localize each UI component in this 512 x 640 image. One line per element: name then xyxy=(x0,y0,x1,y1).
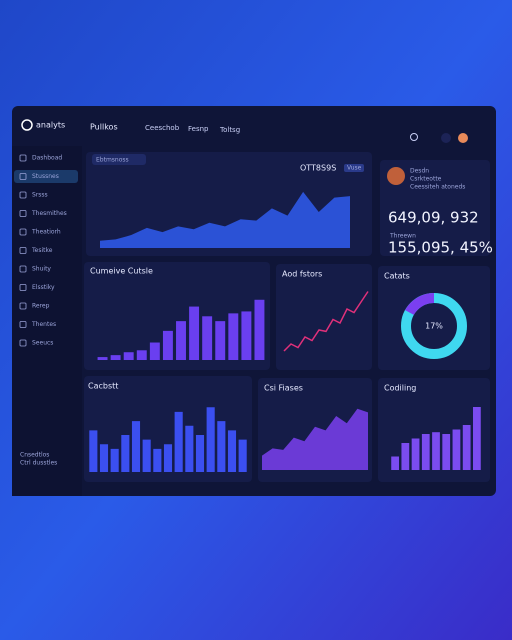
card-title: Aod fstors xyxy=(282,270,322,279)
nav-item[interactable]: Ceeschob xyxy=(145,124,180,132)
card xyxy=(276,264,372,370)
avatar[interactable] xyxy=(458,133,468,143)
donut-label: 17% xyxy=(425,322,443,331)
sidebar-icon[interactable] xyxy=(19,265,27,273)
sidebar-item[interactable]: Thentes xyxy=(31,321,56,328)
area xyxy=(262,408,368,470)
donut-segment xyxy=(405,293,435,316)
stat-label: Threewn xyxy=(389,233,416,240)
card-title: Cumeive Cutsle xyxy=(90,267,153,276)
sidebar-icon[interactable] xyxy=(19,284,27,291)
bar xyxy=(110,355,121,360)
bar xyxy=(238,439,247,472)
bar xyxy=(401,443,410,470)
profile-role: Csrkteotte xyxy=(410,176,442,183)
profile-name: Desdn xyxy=(410,168,429,175)
sidebar-icon[interactable] xyxy=(19,247,27,254)
bar xyxy=(206,407,215,472)
card-title: Cacbstt xyxy=(88,382,118,391)
bar xyxy=(452,429,461,470)
card-title: Catats xyxy=(384,272,410,281)
sidebar-icon[interactable] xyxy=(19,154,27,162)
sidebar-item[interactable]: Rerep xyxy=(32,303,50,310)
sidebar-icon[interactable] xyxy=(19,228,27,236)
notification-icon[interactable] xyxy=(441,133,451,143)
sidebar-footer: Ctrl dusstles xyxy=(20,460,57,467)
bar xyxy=(89,430,98,472)
bar xyxy=(136,350,147,360)
bar xyxy=(142,439,151,472)
chart-title: OTT8S9S xyxy=(300,164,336,173)
sidebar-item[interactable]: Tesitke xyxy=(31,247,53,254)
bar xyxy=(227,430,237,472)
sidebar-item[interactable]: Srsss xyxy=(32,192,48,199)
sidebar-item[interactable]: Seeucs xyxy=(32,340,53,347)
stat: 155,095, 45% xyxy=(388,239,493,257)
bar xyxy=(131,421,141,472)
sidebar-item[interactable]: Stussnes xyxy=(32,173,59,180)
bar xyxy=(97,357,108,360)
nav-item[interactable]: Fesnp xyxy=(188,125,209,133)
logo: analyts xyxy=(36,121,65,130)
sidebar-icon[interactable] xyxy=(19,339,27,347)
dropdown[interactable] xyxy=(92,154,146,165)
bar xyxy=(202,316,213,360)
bar xyxy=(189,306,200,360)
card xyxy=(380,160,490,256)
bar xyxy=(462,425,471,470)
bar xyxy=(228,313,239,360)
sidebar-active xyxy=(14,170,78,183)
sidebar xyxy=(12,146,82,496)
card xyxy=(378,266,490,370)
bar xyxy=(241,311,252,360)
search-icon[interactable] xyxy=(410,133,418,141)
badge xyxy=(344,164,364,172)
sidebar-item[interactable]: Thesmithes xyxy=(31,210,67,217)
bar xyxy=(215,321,226,360)
bar xyxy=(254,299,265,360)
bar xyxy=(442,434,451,470)
bar xyxy=(99,444,109,472)
sidebar-icon[interactable] xyxy=(19,173,27,180)
sidebar-item[interactable]: Theatiorh xyxy=(31,229,61,236)
bar xyxy=(110,448,119,472)
bar xyxy=(473,407,481,470)
bar xyxy=(432,432,440,470)
sidebar-item[interactable]: Shuity xyxy=(32,266,51,273)
sidebar-icon[interactable] xyxy=(19,302,27,310)
stat: 649,09, 932 xyxy=(388,209,479,227)
dropdown-label[interactable]: Ebtmsnoss xyxy=(96,157,129,164)
bar xyxy=(123,352,134,360)
bar xyxy=(195,435,205,472)
profile-note: Ceessiteh atoneds xyxy=(410,184,465,191)
badge-label: Vuse xyxy=(347,165,362,172)
bar xyxy=(163,444,173,472)
bar xyxy=(149,342,160,360)
bar xyxy=(176,321,186,360)
nav-item[interactable]: Pullkos xyxy=(90,123,118,132)
bar xyxy=(153,448,162,472)
sidebar-icon[interactable] xyxy=(19,191,27,199)
bar xyxy=(217,421,226,472)
bar xyxy=(421,434,430,470)
card-title: Csi Fiases xyxy=(264,384,303,393)
nav-item[interactable]: Toltsg xyxy=(219,126,240,134)
area xyxy=(100,191,350,248)
sidebar-icon[interactable] xyxy=(19,210,27,217)
sidebar-footer: Cnsedtlos xyxy=(20,452,49,459)
line xyxy=(283,291,369,352)
profile-avatar xyxy=(387,167,405,185)
bar xyxy=(121,435,130,472)
sidebar-item[interactable]: Elsstiky xyxy=(32,284,55,291)
bar xyxy=(174,411,183,472)
bar xyxy=(391,456,399,470)
logo-icon xyxy=(21,119,33,131)
sidebar-item[interactable]: Dashboad xyxy=(32,155,62,162)
sidebar-icon[interactable] xyxy=(19,321,27,328)
bar xyxy=(185,425,194,472)
card-title: Codiling xyxy=(384,384,416,393)
bar xyxy=(162,330,173,360)
bar xyxy=(411,438,420,470)
